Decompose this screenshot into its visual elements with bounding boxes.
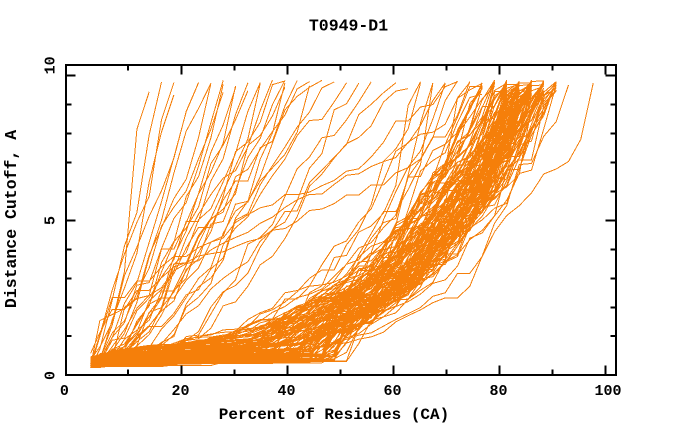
svg-text:80: 80 <box>489 383 507 400</box>
svg-text:40: 40 <box>277 383 295 400</box>
svg-text:60: 60 <box>383 383 401 400</box>
svg-text:10: 10 <box>43 56 60 74</box>
svg-text:Percent of Residues (CA): Percent of Residues (CA) <box>219 406 449 424</box>
svg-text:T0949-D1: T0949-D1 <box>309 17 388 36</box>
svg-text:100: 100 <box>594 383 621 400</box>
svg-text:5: 5 <box>43 216 60 225</box>
svg-text:Distance Cutoff, A: Distance Cutoff, A <box>2 130 21 308</box>
svg-text:0: 0 <box>60 383 69 400</box>
svg-text:20: 20 <box>171 383 189 400</box>
svg-text:0: 0 <box>43 371 60 380</box>
